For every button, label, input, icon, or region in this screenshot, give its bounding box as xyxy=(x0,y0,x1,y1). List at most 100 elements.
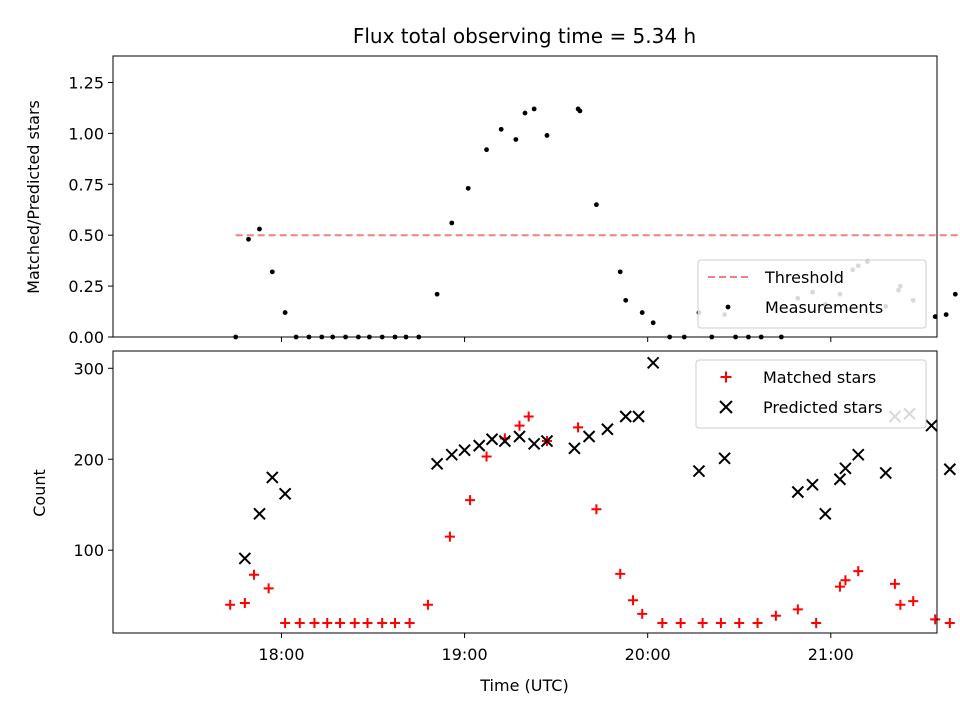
legend-swatch xyxy=(720,371,732,383)
data-point xyxy=(280,617,291,628)
y-tick-label: 0.25 xyxy=(68,277,104,296)
data-point xyxy=(434,291,440,297)
data-point xyxy=(484,147,489,153)
data-point xyxy=(362,617,373,628)
data-point xyxy=(715,617,726,628)
x-axis-label: Time (UTC) xyxy=(479,676,568,695)
y-tick-label: 0.50 xyxy=(68,226,104,245)
data-point xyxy=(523,411,534,422)
data-point xyxy=(791,485,805,499)
x-tick-label: 20:00 xyxy=(625,645,671,664)
y-tick-label: 200 xyxy=(73,450,104,469)
data-point xyxy=(943,312,949,318)
data-point xyxy=(263,583,274,594)
data-point xyxy=(639,310,645,315)
legend-label: Threshold xyxy=(764,268,844,287)
data-point xyxy=(834,581,845,592)
data-point xyxy=(840,575,851,586)
data-point xyxy=(444,531,455,542)
data-point xyxy=(619,410,632,423)
x-tick-label: 18:00 xyxy=(258,645,304,664)
data-point xyxy=(697,617,708,628)
data-point xyxy=(422,599,433,610)
data-point xyxy=(257,226,262,232)
data-point xyxy=(513,430,526,443)
data-point xyxy=(930,614,941,625)
data-point xyxy=(335,617,346,628)
data-point xyxy=(833,473,847,486)
data-point xyxy=(266,471,279,484)
y-tick-label: 1.25 xyxy=(68,73,104,92)
data-point xyxy=(465,495,476,506)
data-point xyxy=(718,452,731,465)
data-point xyxy=(225,599,236,610)
panel-ratio: 0.00 0.25 0.50 0.75 1.00 1.25 Threshold Measure… xyxy=(68,55,960,347)
data-point xyxy=(895,599,906,610)
data-point xyxy=(889,578,900,589)
y-tick-label: 300 xyxy=(73,359,104,378)
chart-title: Flux total observing time = 5.34 h xyxy=(353,24,696,48)
axes-frame xyxy=(112,350,938,634)
data-point xyxy=(465,185,471,191)
data-point xyxy=(485,433,499,446)
y-tick-label: 100 xyxy=(73,541,104,560)
data-point xyxy=(944,617,955,628)
data-point xyxy=(473,439,486,452)
data-point xyxy=(513,137,519,142)
data-point xyxy=(239,597,250,608)
data-point xyxy=(806,478,819,491)
data-point xyxy=(617,269,623,275)
data-point xyxy=(498,434,512,448)
data-point xyxy=(514,420,525,431)
data-point xyxy=(879,466,892,480)
data-point xyxy=(522,110,528,116)
series-matched-stars xyxy=(225,411,955,628)
y-tick-label: 1.00 xyxy=(68,124,104,143)
data-point xyxy=(377,617,388,628)
data-point xyxy=(675,617,686,628)
legend-box xyxy=(697,259,927,329)
data-point xyxy=(577,108,583,114)
data-point xyxy=(839,462,852,475)
data-point xyxy=(615,568,626,579)
data-point xyxy=(309,617,320,628)
data-point xyxy=(932,314,938,320)
data-point xyxy=(623,297,629,303)
data-point xyxy=(650,320,656,326)
data-point xyxy=(852,448,865,461)
data-point xyxy=(943,463,957,476)
data-point xyxy=(445,448,458,461)
y-tick-label: 0.00 xyxy=(68,328,104,347)
y-tick-label: 0.75 xyxy=(68,175,104,194)
top-y-axis-label: Matched/Predicted stars xyxy=(24,100,43,294)
data-point xyxy=(692,464,706,478)
legend-label: Measurements xyxy=(765,298,883,317)
legend-label: Matched stars xyxy=(763,368,876,387)
data-point xyxy=(481,451,492,462)
data-point xyxy=(458,443,471,457)
data-point xyxy=(248,569,259,580)
data-point xyxy=(752,617,763,628)
data-point xyxy=(632,410,645,423)
data-point xyxy=(811,617,822,628)
axes-frame xyxy=(112,55,938,338)
data-point xyxy=(269,269,275,275)
bottom-y-axis-label: Count xyxy=(30,469,49,517)
data-point xyxy=(278,487,292,501)
data-point xyxy=(792,604,803,615)
data-point xyxy=(853,566,864,577)
data-point xyxy=(601,423,614,436)
data-point xyxy=(282,310,288,315)
data-point xyxy=(253,507,266,521)
data-point xyxy=(770,610,781,621)
data-point xyxy=(322,617,333,628)
data-point xyxy=(952,291,958,297)
legend-label: Predicted stars xyxy=(763,398,883,417)
data-point xyxy=(568,442,581,455)
data-point xyxy=(657,617,668,628)
legend-swatch xyxy=(719,400,733,414)
data-point xyxy=(591,504,602,515)
data-point xyxy=(294,617,305,628)
data-point xyxy=(637,608,648,619)
